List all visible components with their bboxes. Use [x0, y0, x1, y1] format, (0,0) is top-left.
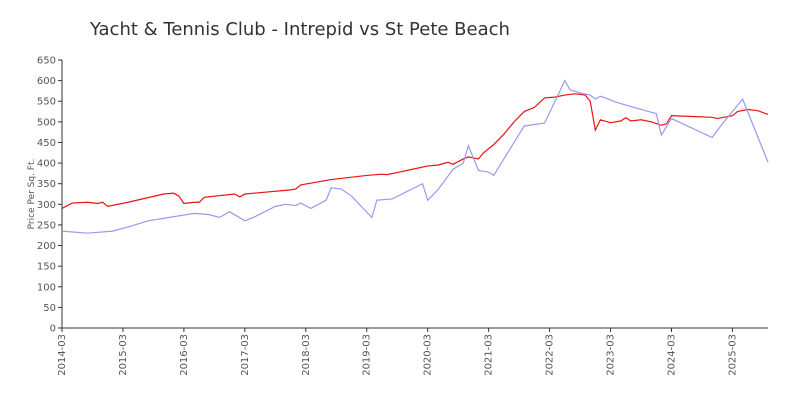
- x-tick-label: 2021-03: [484, 334, 495, 376]
- series-line: [61, 93, 769, 209]
- y-tick-label: 300: [37, 200, 56, 211]
- y-tick-label: 650: [37, 56, 56, 67]
- x-tick-label: 2023-03: [606, 334, 617, 376]
- y-tick-label: 200: [37, 241, 56, 252]
- x-tick-label: 2014-03: [57, 334, 68, 376]
- y-tick-label: 50: [43, 303, 56, 314]
- y-tick-label: 400: [37, 159, 56, 170]
- x-tick-label: 2019-03: [362, 334, 373, 376]
- x-tick-label: 2025-03: [727, 334, 738, 376]
- x-tick-label: 2020-03: [423, 334, 434, 376]
- x-tick-label: 2022-03: [545, 334, 556, 376]
- y-tick-label: 150: [37, 262, 56, 273]
- y-tick-label: 450: [37, 138, 56, 149]
- series-line: [61, 79, 769, 234]
- x-tick-label: 2024-03: [666, 334, 677, 376]
- y-tick-label: 250: [37, 220, 56, 231]
- y-axis-label: Price Per Sq. Ft.: [27, 159, 37, 230]
- y-tick-label: 550: [37, 97, 56, 108]
- y-tick-label: 0: [50, 324, 56, 335]
- y-tick-label: 100: [37, 282, 56, 293]
- x-tick-label: 2017-03: [240, 334, 251, 376]
- x-tick-label: 2016-03: [179, 334, 190, 376]
- x-tick-label: 2015-03: [118, 334, 129, 376]
- chart-title: Yacht & Tennis Club - Intrepid vs St Pet…: [89, 19, 510, 40]
- y-tick-label: 500: [37, 117, 56, 128]
- y-tick-label: 350: [37, 179, 56, 190]
- x-tick-label: 2018-03: [301, 334, 312, 376]
- y-tick-label: 600: [37, 76, 56, 87]
